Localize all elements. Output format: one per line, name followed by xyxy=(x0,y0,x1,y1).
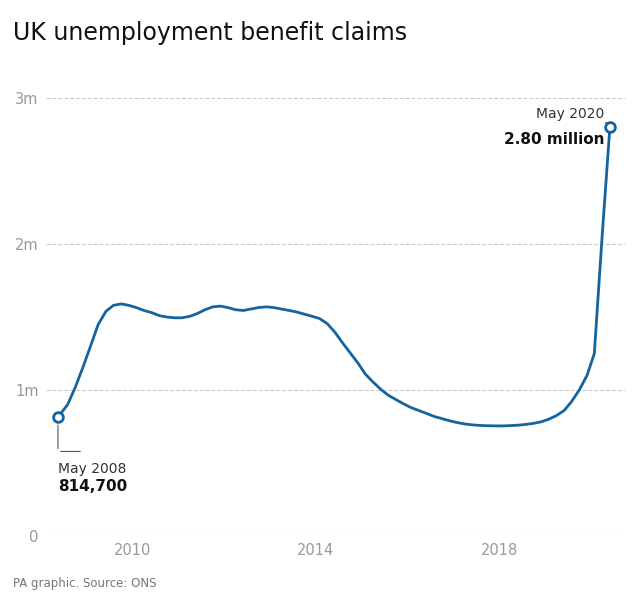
Text: May 2008: May 2008 xyxy=(58,461,126,476)
Text: May 2020: May 2020 xyxy=(536,107,604,121)
Text: UK unemployment benefit claims: UK unemployment benefit claims xyxy=(13,21,407,45)
Text: PA graphic. Source: ONS: PA graphic. Source: ONS xyxy=(13,577,156,590)
Text: 2.80 million: 2.80 million xyxy=(504,131,604,146)
Text: 814,700: 814,700 xyxy=(58,479,127,494)
